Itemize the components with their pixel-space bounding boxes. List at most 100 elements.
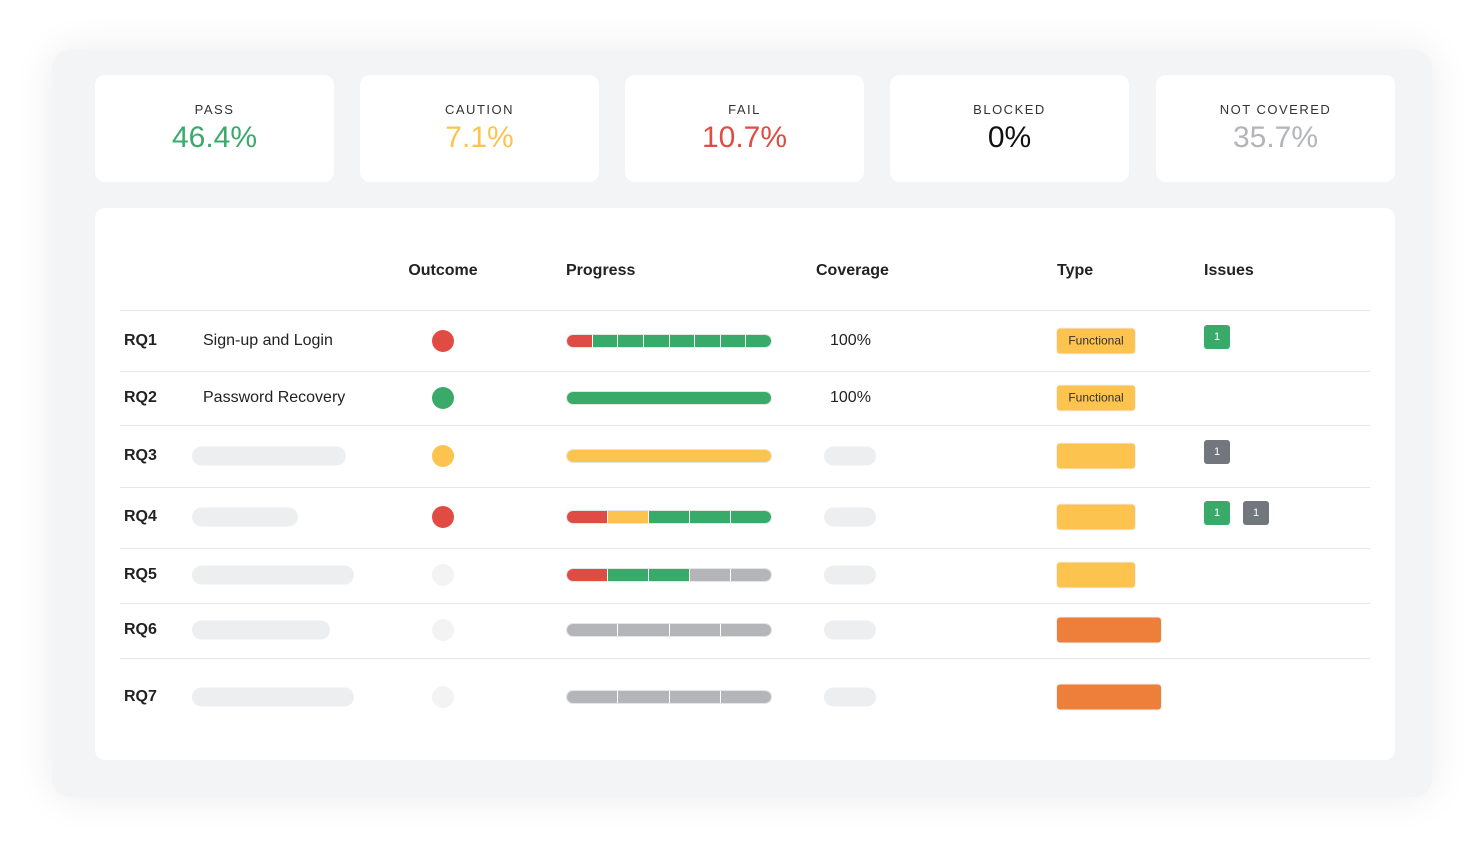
progress-segment	[731, 511, 771, 523]
progress-segment	[690, 511, 730, 523]
stat-value: 35.7%	[1232, 121, 1319, 154]
progress-segment	[669, 691, 720, 703]
progress-segment	[608, 569, 648, 581]
stat-card: CAUTION 7.1%	[360, 75, 599, 182]
row-divider	[120, 487, 1370, 488]
progress-segment	[567, 511, 607, 523]
progress-segment	[690, 569, 730, 581]
issue-badge: 1	[1204, 325, 1230, 349]
progress-segment	[669, 335, 695, 347]
table-card	[95, 208, 1395, 760]
row-divider	[120, 603, 1370, 604]
name-placeholder	[192, 687, 354, 707]
progress-segment	[649, 569, 689, 581]
coverage-placeholder	[824, 446, 876, 466]
progress-segment	[567, 691, 618, 703]
column-header: Issues	[1204, 262, 1254, 279]
row-divider	[120, 658, 1370, 659]
progress-segment	[720, 335, 746, 347]
outcome-dot	[432, 686, 454, 708]
stat-label: BLOCKED	[973, 102, 1046, 117]
progress-segment	[567, 450, 771, 462]
progress-bar	[566, 449, 772, 463]
row-id: RQ6	[124, 621, 157, 638]
issue-badge: 1	[1243, 501, 1269, 525]
progress-bar	[566, 334, 772, 348]
name-placeholder	[192, 565, 354, 585]
row-name: Password Recovery	[203, 389, 346, 406]
progress-segment	[567, 624, 618, 636]
coverage-placeholder	[824, 507, 876, 527]
stat-value: 7.1%	[445, 121, 514, 154]
stat-label: NOT COVERED	[1219, 102, 1332, 117]
type-badge	[1057, 684, 1161, 710]
progress-segment	[608, 511, 648, 523]
stat-value: 10.7%	[701, 121, 788, 154]
row-divider	[120, 310, 1370, 311]
row-divider	[120, 425, 1370, 426]
issue-badge: 1	[1204, 440, 1230, 464]
stat-label: CAUTION	[445, 102, 514, 117]
column-header: Progress	[566, 262, 636, 279]
type-badge	[1057, 504, 1135, 530]
progress-segment	[643, 335, 669, 347]
stat-card: PASS 46.4%	[95, 75, 334, 182]
progress-segment	[618, 624, 669, 636]
type-badge	[1057, 443, 1135, 469]
progress-segment	[720, 691, 771, 703]
outcome-dot	[432, 506, 454, 528]
name-placeholder	[192, 446, 346, 466]
progress-segment	[695, 335, 720, 347]
progress-segment	[592, 335, 618, 347]
stat-value: 46.4%	[171, 121, 258, 154]
coverage-placeholder	[824, 565, 876, 585]
progress-segment	[669, 624, 720, 636]
coverage-placeholder	[824, 620, 876, 640]
outcome-dot	[432, 445, 454, 467]
coverage-placeholder	[824, 687, 876, 707]
column-header: Coverage	[816, 262, 889, 279]
outcome-dot	[432, 330, 454, 352]
row-id: RQ1	[124, 332, 157, 349]
name-placeholder	[192, 507, 298, 527]
issue-badge: 1	[1204, 501, 1230, 525]
row-id: RQ2	[124, 389, 157, 406]
row-name: Sign-up and Login	[203, 332, 333, 349]
coverage: 100%	[830, 332, 871, 349]
row-divider	[120, 548, 1370, 549]
progress-segment	[567, 569, 607, 581]
type-badge	[1057, 562, 1135, 588]
progress-bar	[566, 510, 772, 524]
stat-value: 0%	[987, 121, 1032, 154]
progress-bar	[566, 690, 772, 704]
stat-card: BLOCKED 0%	[890, 75, 1129, 182]
stat-label: PASS	[194, 102, 235, 117]
row-divider	[120, 371, 1370, 372]
column-header: Type	[1057, 262, 1094, 279]
progress-segment	[618, 335, 643, 347]
stat-card: FAIL 10.7%	[625, 75, 864, 182]
coverage: 100%	[830, 389, 871, 406]
row-id: RQ7	[124, 688, 157, 705]
row-id: RQ3	[124, 447, 157, 464]
progress-bar	[566, 623, 772, 637]
progress-segment	[731, 569, 771, 581]
progress-bar	[566, 568, 772, 582]
progress-segment	[567, 335, 592, 347]
progress-segment	[746, 335, 771, 347]
progress-segment	[720, 624, 771, 636]
stat-card: NOT COVERED 35.7%	[1156, 75, 1395, 182]
column-header: Outcome	[408, 262, 478, 279]
type-badge	[1057, 617, 1161, 643]
type-badge: Functional	[1057, 385, 1135, 411]
type-badge: Functional	[1057, 328, 1135, 354]
outcome-dot	[432, 619, 454, 641]
progress-segment	[567, 392, 771, 404]
progress-segment	[649, 511, 689, 523]
name-placeholder	[192, 620, 330, 640]
outcome-dot	[432, 564, 454, 586]
progress-segment	[618, 691, 669, 703]
stat-label: FAIL	[728, 102, 761, 117]
progress-bar	[566, 391, 772, 405]
